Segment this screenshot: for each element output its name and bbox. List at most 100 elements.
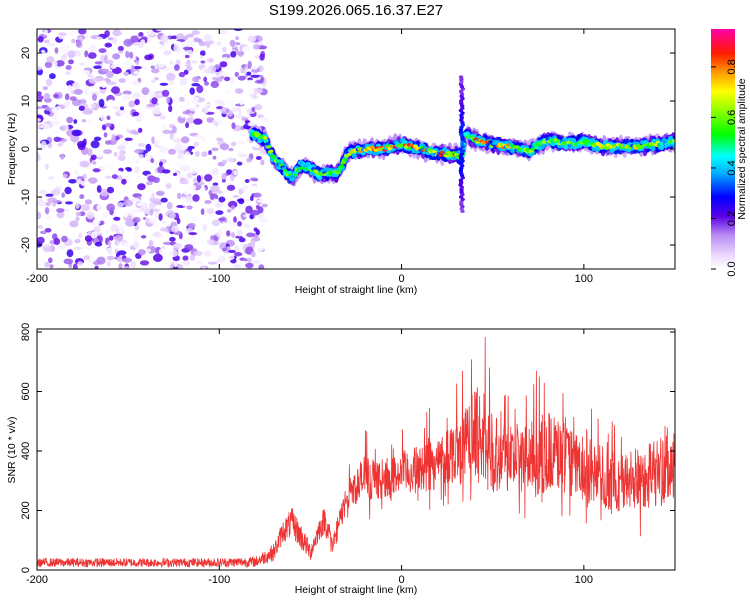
spectrogram-noise-cell [261, 118, 269, 122]
spectrogram-noise-cell [170, 35, 178, 40]
spectrogram-noise-cell [131, 155, 140, 163]
spectrogram-noise-cell [166, 96, 171, 104]
spectrogram-noise-cell [56, 265, 63, 269]
spectrogram-spike-cell [460, 145, 465, 149]
spectrogram-noise-cell [187, 145, 195, 150]
spectrogram-noise-cell [154, 210, 159, 219]
spectrogram-noise-cell [76, 140, 87, 148]
spectrogram-noise-cell [49, 264, 54, 269]
spectrogram-noise-cell [84, 199, 93, 205]
spectrogram-noise-cell [223, 36, 228, 42]
spectrogram-noise-cell [96, 185, 102, 193]
spectrogram-spike-cell [460, 159, 465, 163]
spectrogram-noise-cell [180, 105, 189, 111]
spectrogram-noise-cell [250, 239, 256, 248]
spectrogram-spike-cell [460, 106, 465, 110]
spectrogram-noise-cell [193, 141, 200, 147]
spectrogram-noise-cell [146, 103, 156, 108]
spectrogram-noise-cell [207, 66, 211, 74]
spectrogram-noise-cell [122, 113, 131, 118]
spectrogram-spike-cell [460, 205, 465, 209]
spectrogram-spike-cell [459, 80, 464, 84]
spectrogram-noise-cell [176, 217, 181, 225]
spectrogram-noise-cell [193, 118, 203, 125]
spectrogram-noise-cell [160, 197, 168, 203]
snr-frame [36, 328, 676, 571]
spectrogram-noise-cell [235, 187, 239, 196]
spectrogram-noise-cell [77, 261, 84, 266]
spectrogram-noise-cell [37, 236, 45, 244]
spectrogram-noise-cell [237, 204, 245, 209]
spectrogram-noise-cell [94, 241, 103, 247]
spectrogram-noise-cell [260, 159, 265, 166]
spectrogram-noise-cell [49, 73, 56, 80]
spectrogram-noise-cell [237, 221, 242, 227]
spectrogram-noise-cell [72, 263, 78, 269]
spectrogram-noise-cell [153, 253, 163, 262]
spectrogram-spike-cell [458, 183, 463, 187]
spectrogram-noise-cell [236, 161, 243, 166]
spectrogram-noise-cell [84, 235, 92, 242]
spectrogram-noise-cell [123, 242, 130, 249]
snr-series-line [37, 337, 675, 569]
spectrogram-noise-cell [134, 166, 140, 174]
spectrogram-noise-cell [110, 64, 117, 69]
snr-xtick-label: 0 [399, 574, 405, 586]
spectrogram-noise-cell [87, 148, 93, 157]
spectrogram-noise-cell [123, 199, 134, 207]
spectrogram-noise-cell [140, 235, 147, 239]
spectrogram-noise-cell [123, 266, 131, 269]
spectrogram-noise-cell [71, 129, 82, 137]
colorbar-gradient [711, 29, 735, 269]
spectrogram-noise-cell [220, 133, 225, 139]
spectrogram-noise-cell [48, 163, 58, 168]
spectrogram-noise-cell [67, 50, 76, 59]
spectrogram-noise-cell [192, 194, 200, 202]
spectrogram-noise-cell [118, 78, 126, 83]
spectrogram-noise-cell [129, 129, 138, 135]
spectrogram-noise-cell [107, 37, 114, 41]
spectrogram-noise-cell [90, 103, 96, 109]
spectrogram-noise-cell [104, 30, 110, 38]
spectrogram-noise-cell [123, 38, 133, 47]
snr-ytick-label: 800 [20, 323, 32, 341]
spectrogram-ridge-cell [351, 152, 357, 159]
spectrogram-spike-cell [460, 97, 465, 101]
spectrogram-noise-cell [254, 104, 263, 111]
spectrogram-noise-cell [56, 211, 65, 219]
spectrogram-noise-cell [211, 219, 221, 227]
spectrogram-noise-cell [142, 217, 147, 220]
spectrogram-noise-cell [66, 249, 74, 258]
spectrogram-noise-cell [63, 258, 74, 265]
snr-ytick-label: 0 [20, 567, 32, 573]
spectrogram-noise-cell [106, 186, 115, 194]
spectrogram-noise-cell [58, 32, 67, 36]
spectrogram-noise-cell [226, 220, 235, 225]
spectrogram-noise-cell [226, 157, 235, 163]
spectrogram-noise-cell [139, 260, 150, 266]
spectrogram-noise-cell [249, 177, 258, 182]
spectrogram-noise-cell [56, 166, 64, 171]
spectrogram-noise-cell [43, 29, 48, 36]
spectrogram-noise-cell [226, 184, 236, 191]
spectrogram-noise-cell [105, 175, 112, 179]
spectrogram-noise-cell [238, 198, 245, 205]
spectrogram-noise-cell [105, 122, 112, 128]
spectrogram-noise-cell [200, 50, 206, 57]
spectrogram-noise-cell [231, 122, 236, 130]
spectrogram-spike-cell [460, 111, 465, 115]
spectrogram-spike-cell [460, 209, 465, 213]
spectrogram-noise-cell [149, 208, 154, 216]
spectrogram-noise-cell [61, 138, 67, 143]
spectrogram-noise-cell [51, 115, 59, 120]
spectrogram-noise-cell [196, 85, 204, 94]
spectrogram-spike-cell [459, 190, 464, 194]
spectrogram-noise-cell [110, 224, 119, 232]
spectrogram-spike-cell [460, 104, 465, 108]
spectrogram-noise-cell [189, 112, 194, 117]
spectrogram-spike-cell [458, 178, 464, 182]
spectrogram-ridge-peak [266, 145, 272, 149]
spectrogram-noise-cell [46, 78, 53, 87]
spectrogram-spike-cell [459, 99, 464, 103]
spectrogram-noise-cell [90, 154, 97, 160]
